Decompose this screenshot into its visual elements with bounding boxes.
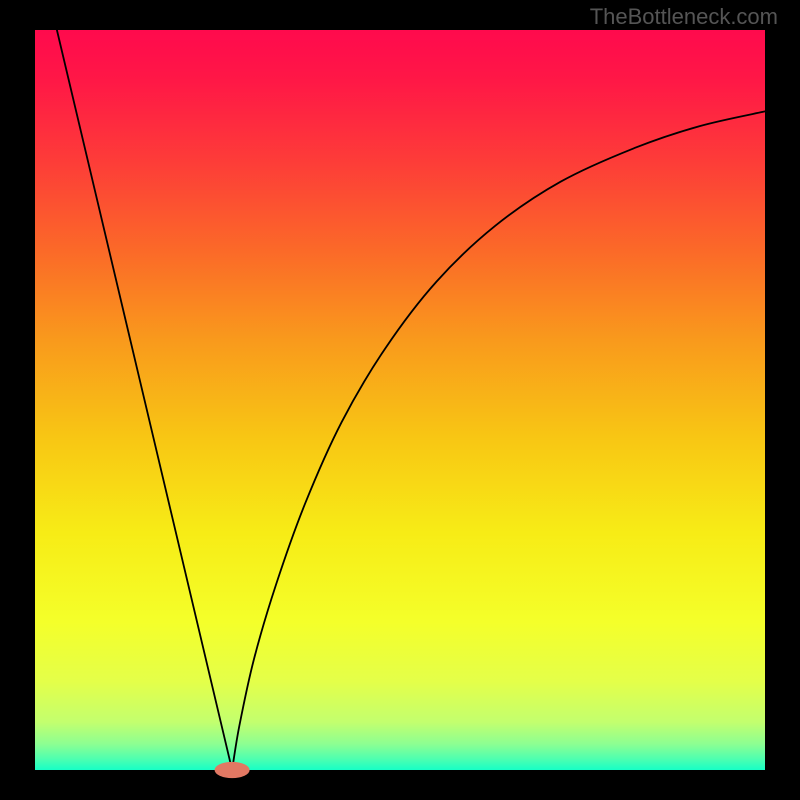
bottleneck-curve-chart — [0, 0, 800, 800]
chart-container: TheBottleneck.com — [0, 0, 800, 800]
curve-minimum-marker — [215, 762, 250, 778]
watermark-text: TheBottleneck.com — [590, 4, 778, 30]
